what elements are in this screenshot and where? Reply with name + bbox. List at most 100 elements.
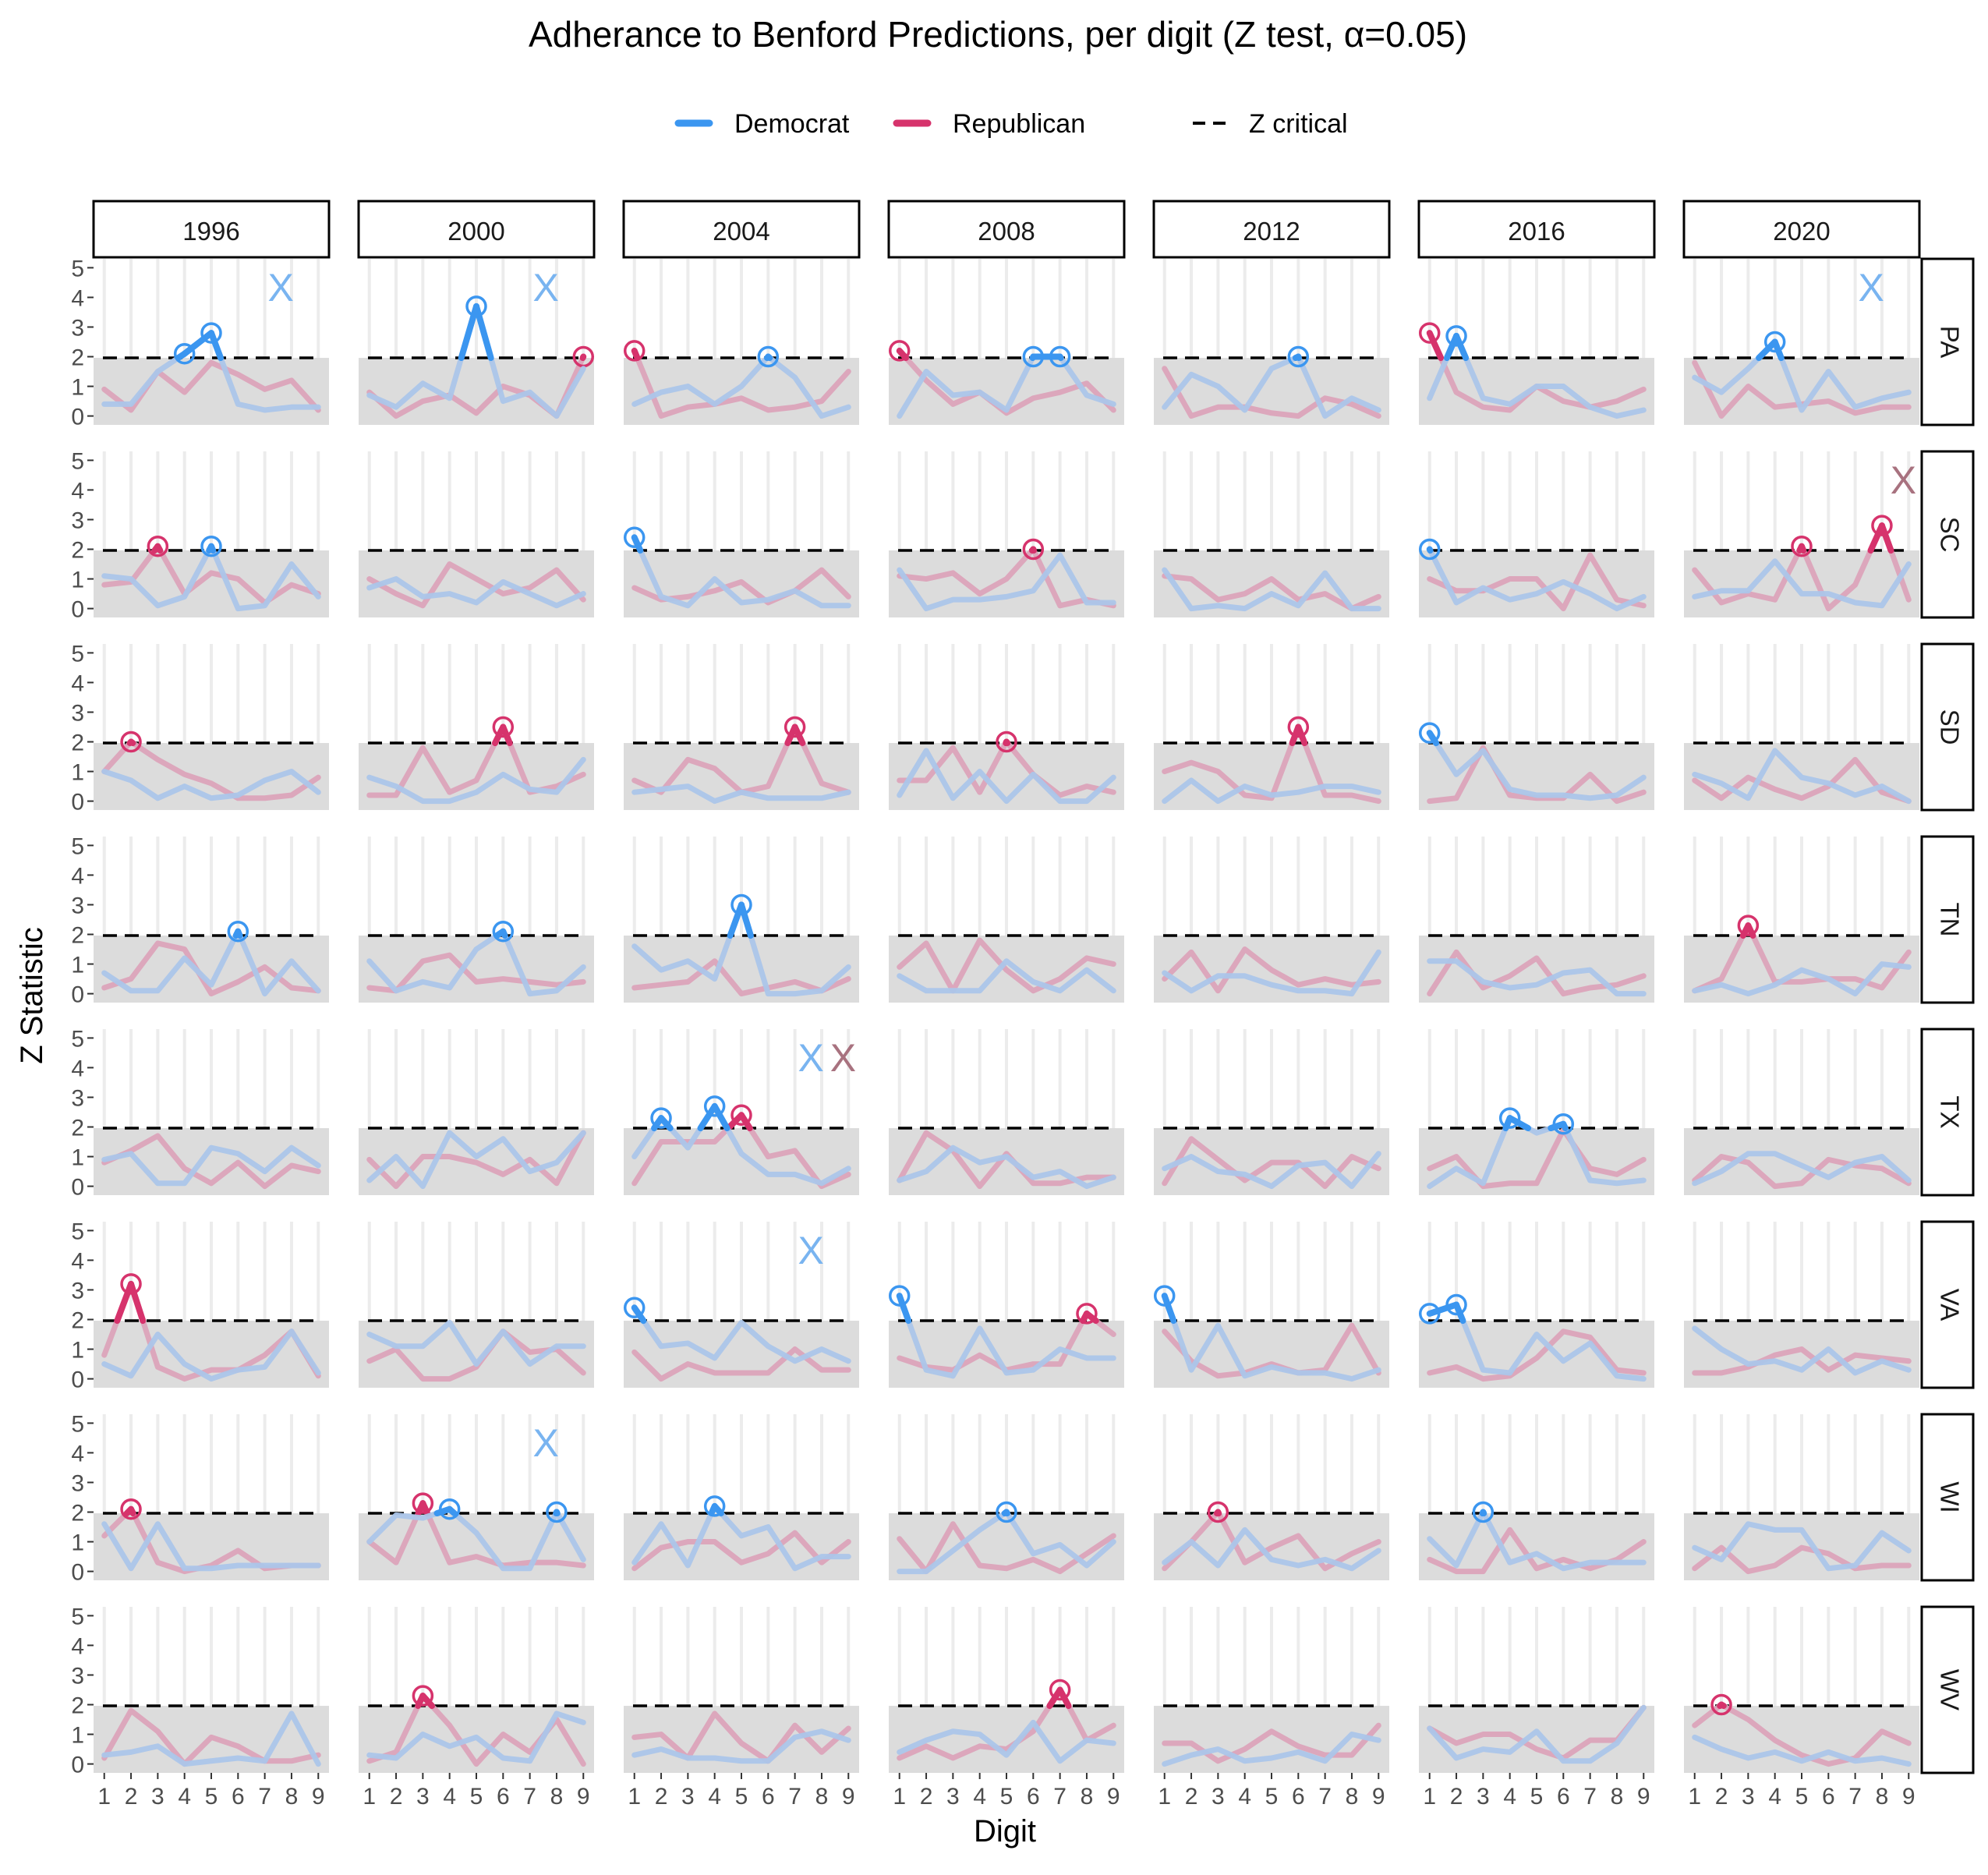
- rep-significant-point: [996, 731, 1017, 753]
- dem-series-line: [1162, 777, 1381, 805]
- x-tick-label: 1: [628, 1784, 641, 1810]
- dem-series-line: [1162, 354, 1381, 419]
- y-axis-PA: 0 1 2 3 4 5: [71, 256, 94, 430]
- panel-WV-1996: [94, 1607, 329, 1773]
- dem-series-line: [1692, 558, 1912, 609]
- dem-significant-point: [1552, 1113, 1575, 1135]
- dem-significant-point: [1022, 345, 1045, 368]
- y-tick-label: 1: [71, 375, 84, 401]
- x-tick-label: 7: [1053, 1784, 1067, 1810]
- dem-significant-point: [703, 1095, 726, 1117]
- dem-series-line: [366, 1130, 586, 1190]
- panel-SD-1996: [94, 644, 329, 810]
- x-tick-label: 6: [1292, 1784, 1305, 1810]
- dem-significant-segment: [1426, 1301, 1460, 1317]
- rep-series-line: [1162, 946, 1381, 994]
- x-tick-label: 8: [1081, 1784, 1094, 1810]
- panel-WI-1996: [94, 1414, 329, 1580]
- x-tick-label: 2: [1185, 1784, 1198, 1810]
- x-tick-label: 3: [1477, 1784, 1490, 1810]
- rep-series-line: [1162, 1722, 1381, 1764]
- x-tick-label: 9: [312, 1784, 325, 1810]
- dem-series-line: [366, 576, 586, 609]
- dem-significant-segment: [1480, 1509, 1487, 1517]
- non-significant-region: [1154, 1706, 1389, 1773]
- y-tick-label: 5: [71, 256, 84, 281]
- dem-significant-segment: [1056, 353, 1064, 362]
- x-tick-label: 2: [1450, 1784, 1463, 1810]
- rep-significant-segment: [1215, 1509, 1222, 1517]
- dem-significant-point: [1287, 345, 1310, 368]
- panel-PA-2016: [1418, 259, 1654, 425]
- panel-TX-2016: [1419, 1029, 1654, 1195]
- y-tick-label: 3: [71, 315, 84, 341]
- column-strip-box: [1417, 200, 1656, 259]
- dem-significant-point: [1763, 331, 1786, 353]
- y-tick-label: 4: [71, 285, 84, 311]
- rep-significant-segment: [896, 347, 909, 362]
- dem-series-line: [631, 1304, 851, 1364]
- rep-x-marker: X: [830, 1036, 856, 1080]
- panel-VA-2008: [888, 1222, 1124, 1388]
- y-tick-label: 2: [71, 731, 84, 756]
- y-tick-label: 1: [71, 1530, 84, 1556]
- x-tick-label: 9: [1902, 1784, 1915, 1810]
- row-strip-box: [1920, 1413, 1975, 1582]
- dem-series-line: [897, 552, 1116, 612]
- panel-VA-2000: [359, 1222, 594, 1388]
- panel-SC-2016: [1418, 451, 1654, 617]
- rep-significant-point: [120, 731, 142, 753]
- legend: Democrat Republican Z critical: [674, 109, 1348, 139]
- panel-TN-2016: [1419, 837, 1654, 1003]
- dem-series-line: [101, 769, 321, 801]
- dem-series-line: [1692, 1734, 1912, 1767]
- dem-significant-point: [1445, 1293, 1467, 1316]
- x-tick-label: 4: [1503, 1784, 1516, 1810]
- legend-label-rep: Republican: [953, 109, 1085, 139]
- dem-series-line: [897, 354, 1116, 419]
- y-tick-label: 2: [71, 1116, 84, 1141]
- dem-series-line: [366, 929, 586, 997]
- x-tick-label: 8: [815, 1784, 829, 1810]
- panel-TN-2020: [1684, 837, 1919, 1003]
- row-strip-box: [1920, 257, 1975, 426]
- x-tick-label: 7: [1318, 1784, 1332, 1810]
- rep-series-line: [366, 1130, 586, 1190]
- column-strip-2012: 2012: [1152, 200, 1391, 259]
- dem-series-line: [1692, 1151, 1912, 1187]
- rep-significant-point: [120, 1273, 142, 1295]
- column-strip-2004: 2004: [622, 200, 861, 259]
- dem-significant-point: [996, 1501, 1017, 1523]
- x-tick-label: 4: [1238, 1784, 1251, 1810]
- row-strip-label: WI: [1935, 1481, 1964, 1512]
- rep-significant-segment: [738, 1112, 753, 1132]
- rep-significant-point: [1871, 515, 1893, 536]
- x-tick-label: 1: [363, 1784, 376, 1810]
- dem-series-line: [1427, 1115, 1647, 1190]
- rep-series-line: [897, 937, 1116, 994]
- panel-SC-2004: [623, 451, 859, 617]
- dem-significant-segment: [208, 330, 225, 362]
- y-axis-SD: 0 1 2 3 4 5: [71, 641, 94, 815]
- dem-significant-segment: [711, 1502, 724, 1517]
- y-axis-WI: 0 1 2 3 4 5: [71, 1411, 94, 1586]
- rep-series-line: [1692, 1544, 1912, 1575]
- chart-title: Adherance to Benford Predictions, per di…: [529, 14, 1467, 55]
- rep-significant-segment: [114, 1280, 135, 1325]
- x-tick-label: 6: [497, 1784, 510, 1810]
- x-tick-label: 4: [178, 1784, 191, 1810]
- row-strip-VA: VA: [1920, 1220, 1975, 1389]
- dem-series-line: [631, 354, 851, 419]
- x-tick-label: 5: [1265, 1784, 1279, 1810]
- dem-series-line: [631, 534, 851, 609]
- column-strip-label: 2016: [1508, 217, 1565, 246]
- dem-significant-segment: [697, 1102, 718, 1132]
- column-strip-label: 2020: [1773, 217, 1830, 246]
- dem-series-line: [631, 784, 851, 805]
- y-tick-label: 4: [71, 670, 84, 696]
- panel-TN-2008: [889, 837, 1124, 1003]
- x-tick-label: 3: [1212, 1784, 1225, 1810]
- rep-significant-segment: [1867, 522, 1885, 554]
- panel-SD-2000: [359, 644, 594, 810]
